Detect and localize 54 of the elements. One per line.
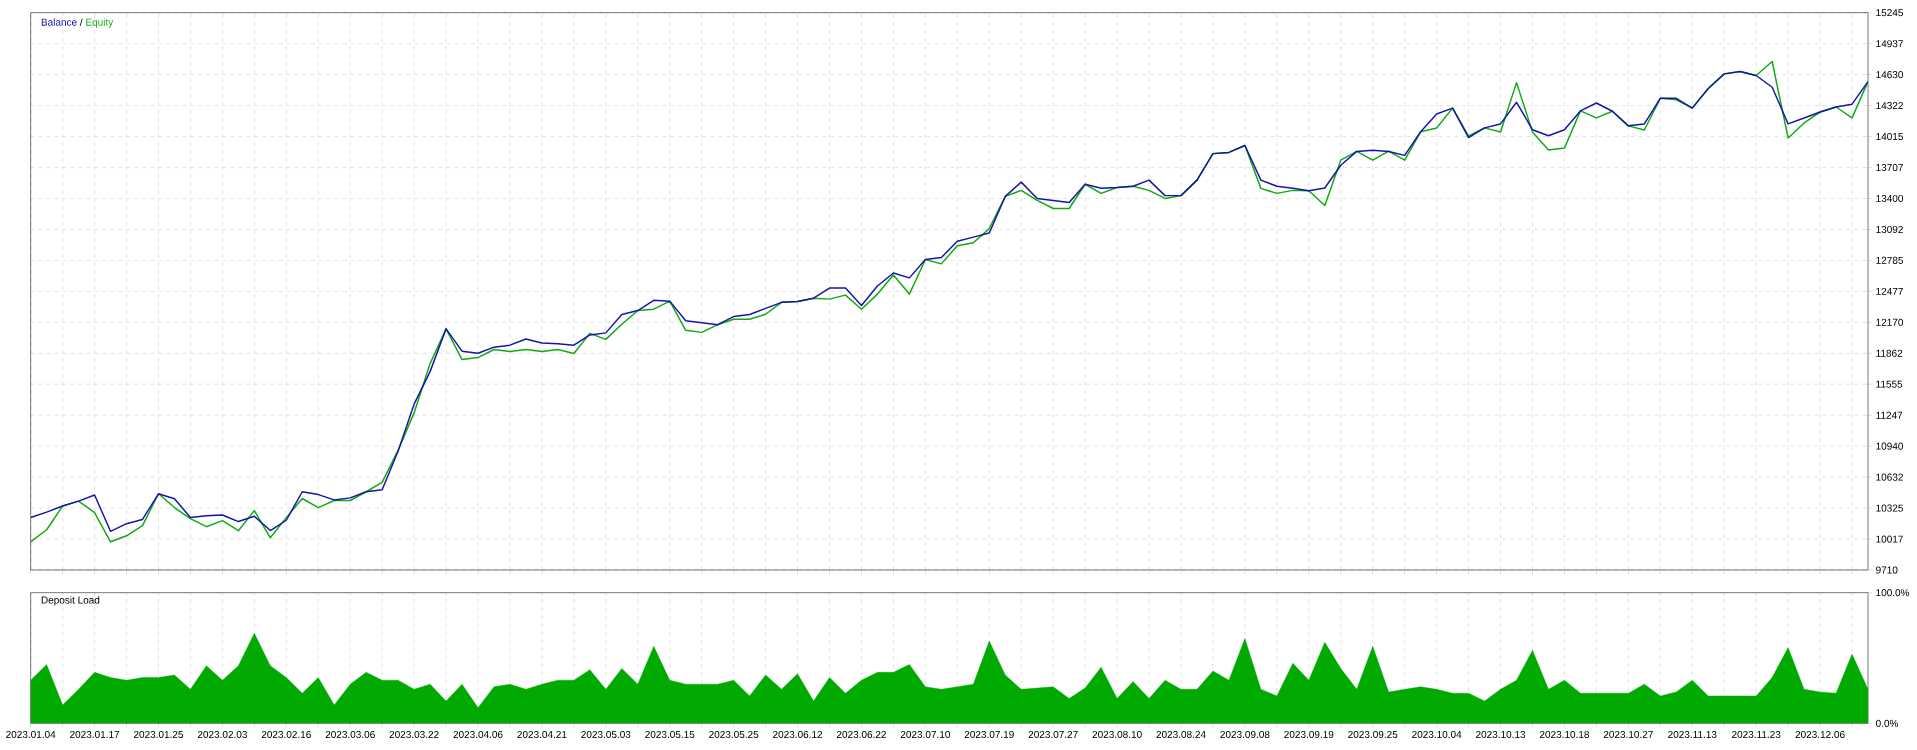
x-tick-label: 2023.12.06 [1795, 730, 1845, 739]
y-tick-label: 10325 [1876, 504, 1903, 512]
y-tick-label: 14937 [1876, 40, 1903, 48]
y-tick-label: 12477 [1876, 287, 1903, 295]
x-tick-label: 2023.08.24 [1156, 730, 1206, 739]
x-tick-label: 2023.03.06 [325, 730, 375, 739]
x-tick-label: 2023.05.03 [581, 730, 631, 739]
y-tick-label: 15245 [1876, 9, 1903, 17]
x-tick-label: 2023.01.17 [70, 730, 120, 739]
x-tick-label: 2023.09.08 [1220, 730, 1270, 739]
x-tick-label: 2023.05.15 [645, 730, 695, 739]
y-tick-label: 10940 [1876, 442, 1904, 450]
y-tick-label: 12170 [1876, 318, 1904, 326]
chart-title: Deposit Load [41, 596, 100, 606]
y-tick-label: 13092 [1876, 225, 1903, 233]
x-tick-label: 2023.07.10 [900, 730, 950, 739]
x-tick-label: 2023.01.04 [6, 730, 56, 739]
annotation: / [79, 18, 83, 26]
x-tick-label: 2023.11.13 [1668, 730, 1717, 739]
x-tick-label: 2023.02.16 [261, 730, 311, 739]
x-tick-label: 2023.10.04 [1412, 730, 1462, 739]
x-tick-label: 2023.04.06 [453, 730, 503, 739]
x-tick-label: 2023.11.23 [1732, 730, 1781, 739]
x-tick-label: 2023.07.27 [1028, 730, 1078, 739]
x-tick-label: 2023.10.27 [1603, 730, 1653, 739]
y-tick-label: 0.0% [1876, 719, 1899, 727]
y-tick-label: 9710 [1876, 566, 1898, 574]
x-tick-label: 2023.06.22 [836, 730, 886, 739]
text: Equity [86, 18, 114, 28]
x-tick-label: 2023.08.10 [1092, 730, 1142, 739]
x-tick-label: 2023.07.19 [964, 730, 1014, 739]
y-tick-label: 14015 [1876, 132, 1903, 141]
y-tick-label: 14630 [1876, 71, 1904, 79]
y-tick-label: 11555 [1876, 380, 1903, 388]
x-tick-label: 2023.09.19 [1284, 730, 1334, 739]
y-tick-label: 13400 [1876, 194, 1904, 202]
y-tick-label: 13707 [1876, 163, 1903, 172]
x-tick-label: 2023.03.22 [389, 730, 439, 739]
x-tick-label: 2023.01.25 [133, 730, 184, 739]
y-tick-label: 10632 [1876, 473, 1903, 481]
x-tick-label: 2023.10.18 [1539, 730, 1590, 739]
y-tick-label: 11247 [1876, 411, 1903, 419]
text: Balance [41, 18, 77, 26]
x-tick-label: 2023.02.03 [197, 730, 247, 739]
x-tick-label: 2023.10.13 [1476, 730, 1526, 739]
y-tick-label: 100.0% [1876, 589, 1910, 597]
y-tick-label: 11862 [1876, 349, 1903, 357]
x-tick-label: 2023.05.25 [709, 730, 759, 739]
x-tick-label: 2023.06.12 [773, 730, 823, 739]
y-tick-label: 14322 [1876, 102, 1903, 110]
x-tick-label: 2023.09.25 [1348, 730, 1398, 739]
y-tick-label: 10017 [1876, 535, 1903, 543]
y-tick-label: 12785 [1876, 256, 1903, 264]
x-tick-label: 2023.04.21 [517, 730, 567, 739]
